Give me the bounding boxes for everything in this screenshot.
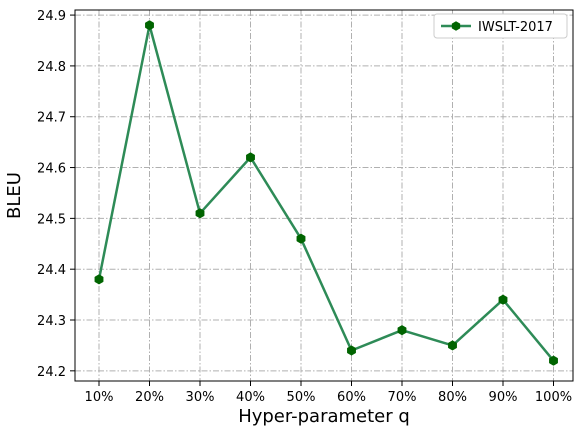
x-tick-label: 90%: [489, 390, 518, 405]
x-axis-label: Hyper-parameter q: [238, 406, 410, 427]
y-tick-label: 24.3: [37, 314, 66, 329]
series-layer: [94, 20, 558, 366]
x-tick-label: 50%: [287, 390, 316, 405]
data-point: [549, 355, 558, 366]
y-tick-label: 24.4: [37, 263, 66, 278]
y-axis-label: BLEU: [4, 172, 25, 219]
data-point: [195, 208, 205, 219]
x-tick-label: 80%: [438, 390, 467, 405]
legend: IWSLT-2017: [433, 13, 568, 39]
data-point: [498, 294, 508, 305]
data-point: [246, 152, 255, 163]
x-tick-label: 60%: [337, 390, 366, 405]
grid: [75, 10, 573, 381]
x-tick-label: 40%: [236, 390, 265, 405]
data-point: [296, 233, 306, 244]
legend-marker-icon: [451, 21, 461, 31]
y-tick-label: 24.8: [37, 60, 66, 75]
x-tick-label: 10%: [85, 390, 114, 405]
y-axis: 24.2 24.3 24.4 24.5 24.6 24.7 24.8 24.9: [37, 9, 75, 380]
data-point: [448, 340, 457, 351]
y-tick-label: 24.7: [37, 111, 66, 126]
x-tick-label: 70%: [388, 390, 417, 405]
y-tick-label: 24.5: [37, 212, 66, 227]
data-point: [145, 20, 154, 31]
x-tick-label: 100%: [535, 390, 572, 405]
data-point: [94, 274, 104, 285]
x-axis: 10% 20% 30% 40% 50% 60% 70% 80% 90% 100%: [85, 381, 572, 405]
data-point: [397, 325, 407, 336]
y-tick-label: 24.6: [37, 162, 66, 177]
legend-box: [433, 13, 568, 39]
y-tick-label: 24.9: [37, 9, 66, 24]
series-line: [97, 24, 555, 362]
legend-label: IWSLT-2017: [478, 20, 553, 35]
x-tick-label: 30%: [186, 390, 215, 405]
data-point: [347, 345, 356, 356]
plot-frame: [74, 9, 574, 382]
x-tick-label: 20%: [135, 390, 164, 405]
y-tick-label: 24.2: [37, 365, 66, 380]
